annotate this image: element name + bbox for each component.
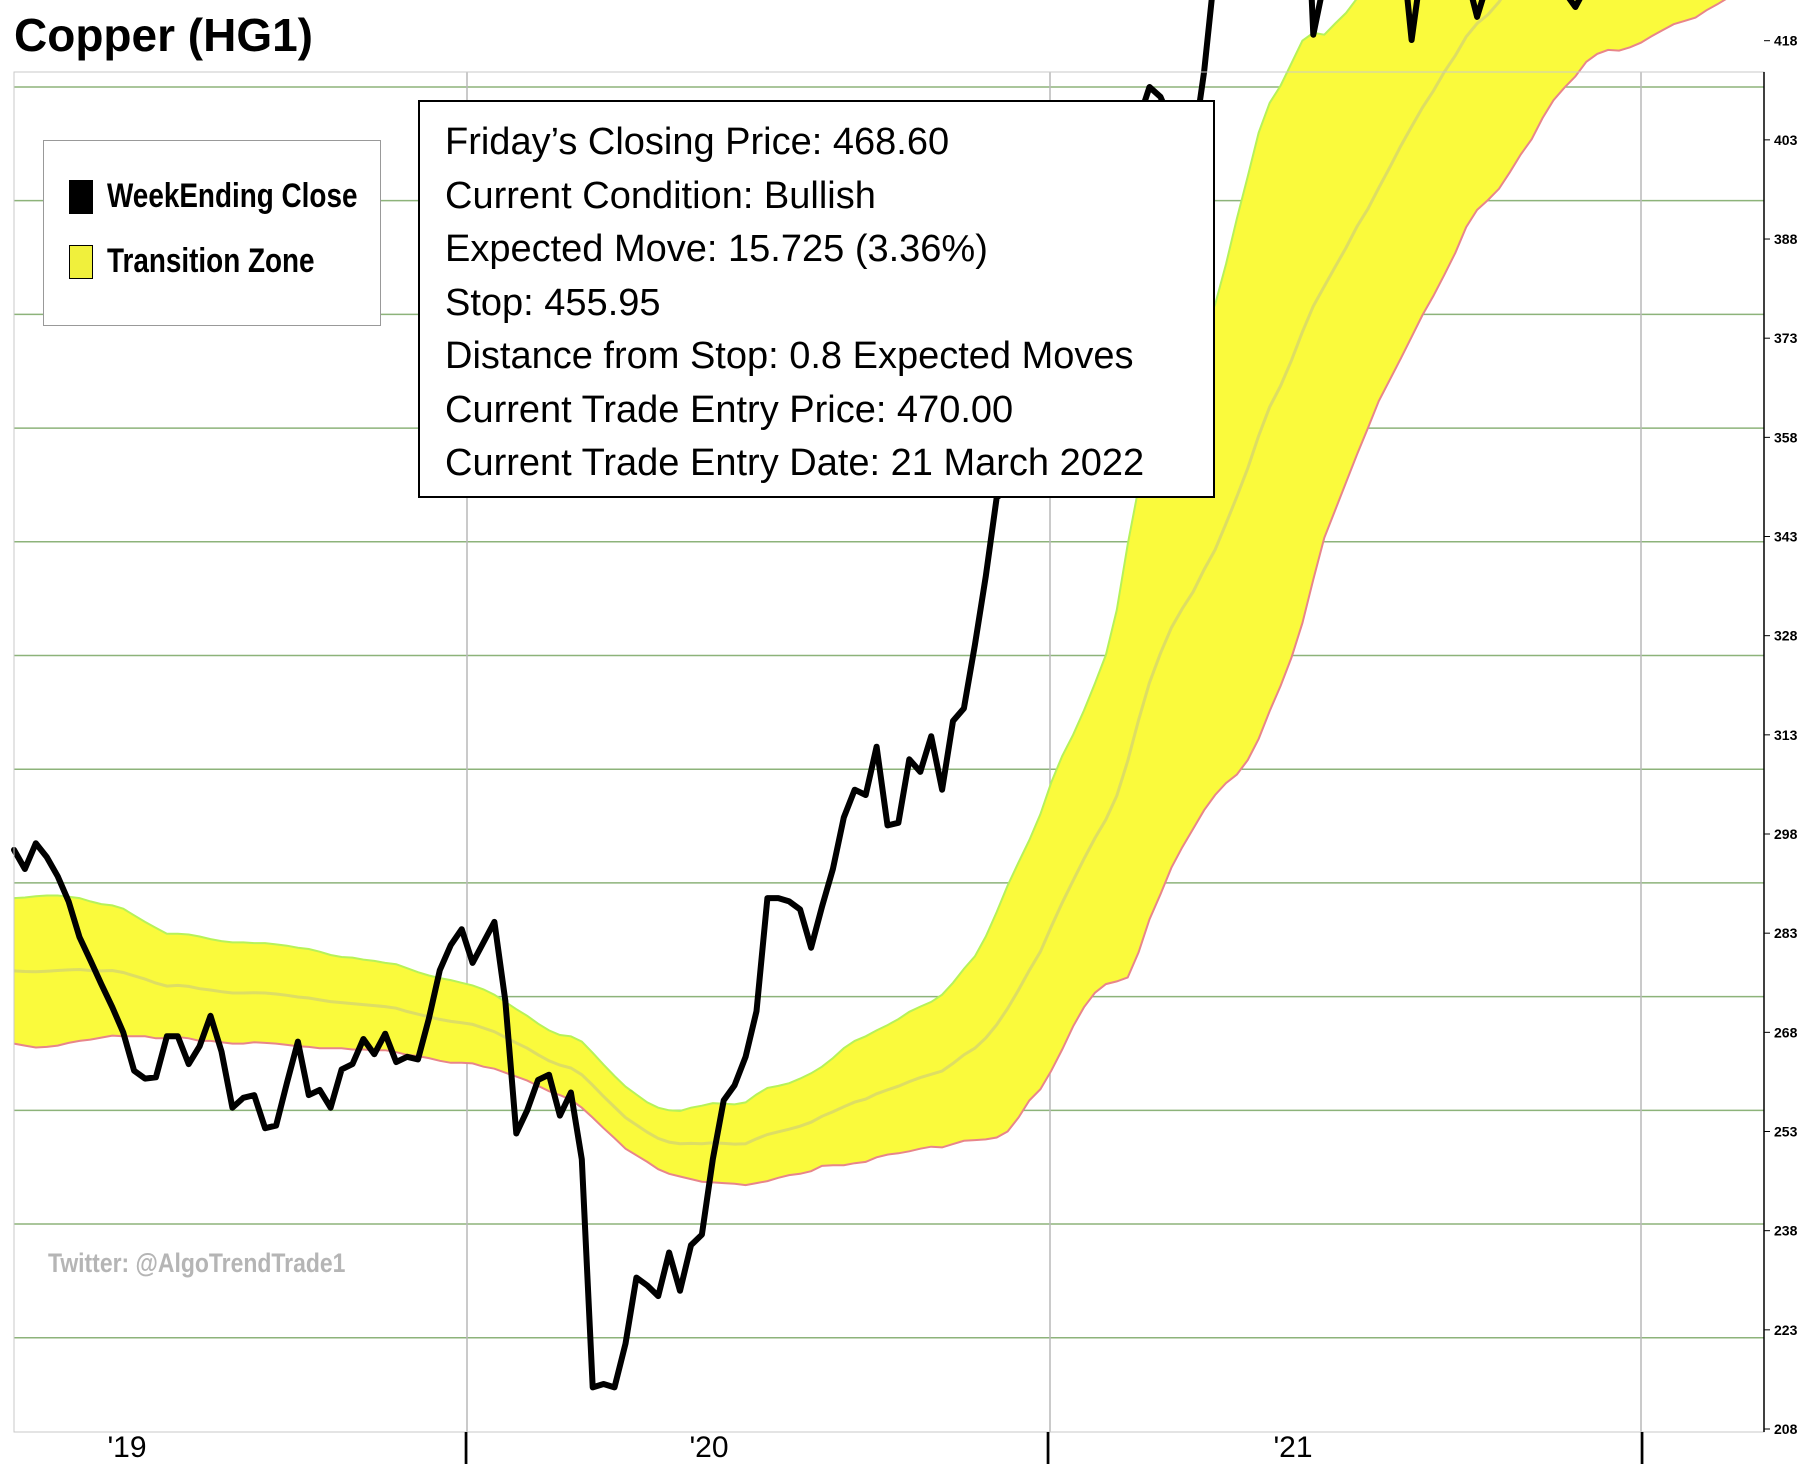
y-tick-label: 283	[1774, 925, 1798, 941]
current-condition-text: Current Condition: Bullish	[445, 174, 876, 217]
stop-text: Stop: 455.95	[445, 281, 661, 324]
transition-zone-lower-edge	[13, 0, 1727, 1187]
y-tick-label: 358	[1774, 429, 1798, 445]
close-line-layer	[11, 0, 1583, 1391]
y-tick-label: 298	[1774, 826, 1798, 842]
plot-frame	[13, 71, 1765, 1433]
y-tick-label: 313	[1774, 727, 1798, 743]
y-tick-label: 268	[1774, 1024, 1798, 1040]
x-tick-label: '21	[1273, 1431, 1312, 1464]
y-tick-label: 223	[1774, 1322, 1798, 1338]
legend-label-close: WeekEnding Close	[107, 177, 358, 215]
weekending-close-line	[11, 0, 1583, 1391]
x-axis: '19 | '20 | '21 |	[107, 1427, 1646, 1465]
y-tick-label: 388	[1774, 231, 1798, 247]
y-tick-label: 238	[1774, 1223, 1798, 1239]
expected-move-text: Expected Move: 15.725 (3.36%)	[445, 228, 988, 270]
chart-title: Copper (HG1)	[14, 9, 313, 61]
legend-item-zone: Transition Zone	[69, 242, 360, 281]
transition-zone	[13, 0, 1727, 1187]
trade-entry-date-text: Current Trade Entry Date: 21 March 2022	[445, 442, 1145, 484]
closing-price-text: Friday’s Closing Price: 468.60	[445, 121, 950, 163]
x-tick-label: '19	[107, 1431, 146, 1464]
y-axis: 208 223 238 253 268 283 298 313 328 343 358 373 388 4…	[1764, 33, 1798, 1437]
y-tick-label: 253	[1774, 1124, 1798, 1140]
x-tick-separator: |	[1638, 1427, 1647, 1465]
watermark-text: Twitter: @AlgoTrendTrade1	[48, 1248, 346, 1278]
x-tick-label: '20	[689, 1431, 728, 1464]
y-tick-label: 328	[1774, 628, 1798, 644]
y-tick-label: 373	[1774, 330, 1798, 346]
legend: WeekEnding Close Transition Zone	[43, 140, 381, 326]
x-tick-separator: |	[1044, 1427, 1053, 1465]
legend-swatch-close	[69, 179, 93, 214]
y-tick-label: 403	[1774, 132, 1798, 148]
legend-swatch-zone	[69, 244, 93, 279]
y-tick-label: 343	[1774, 529, 1798, 545]
transition-zone-band	[14, 0, 1725, 1186]
y-tick-label: 208	[1774, 1421, 1798, 1437]
distance-from-stop-text: Distance from Stop: 0.8 Expected Moves	[445, 335, 1134, 377]
legend-item-close: WeekEnding Close	[69, 177, 412, 216]
y-tick-label: 418	[1774, 33, 1798, 49]
transition-zone-midline	[13, 0, 1503, 1146]
transition-zone-upper-edge	[13, 0, 1358, 1113]
info-box: Friday’s Closing Price: 468.60 Current C…	[418, 100, 1215, 498]
trade-entry-price-text: Current Trade Entry Price: 470.00	[445, 388, 1014, 431]
legend-label-zone: Transition Zone	[107, 242, 315, 280]
x-tick-separator: |	[462, 1427, 471, 1465]
